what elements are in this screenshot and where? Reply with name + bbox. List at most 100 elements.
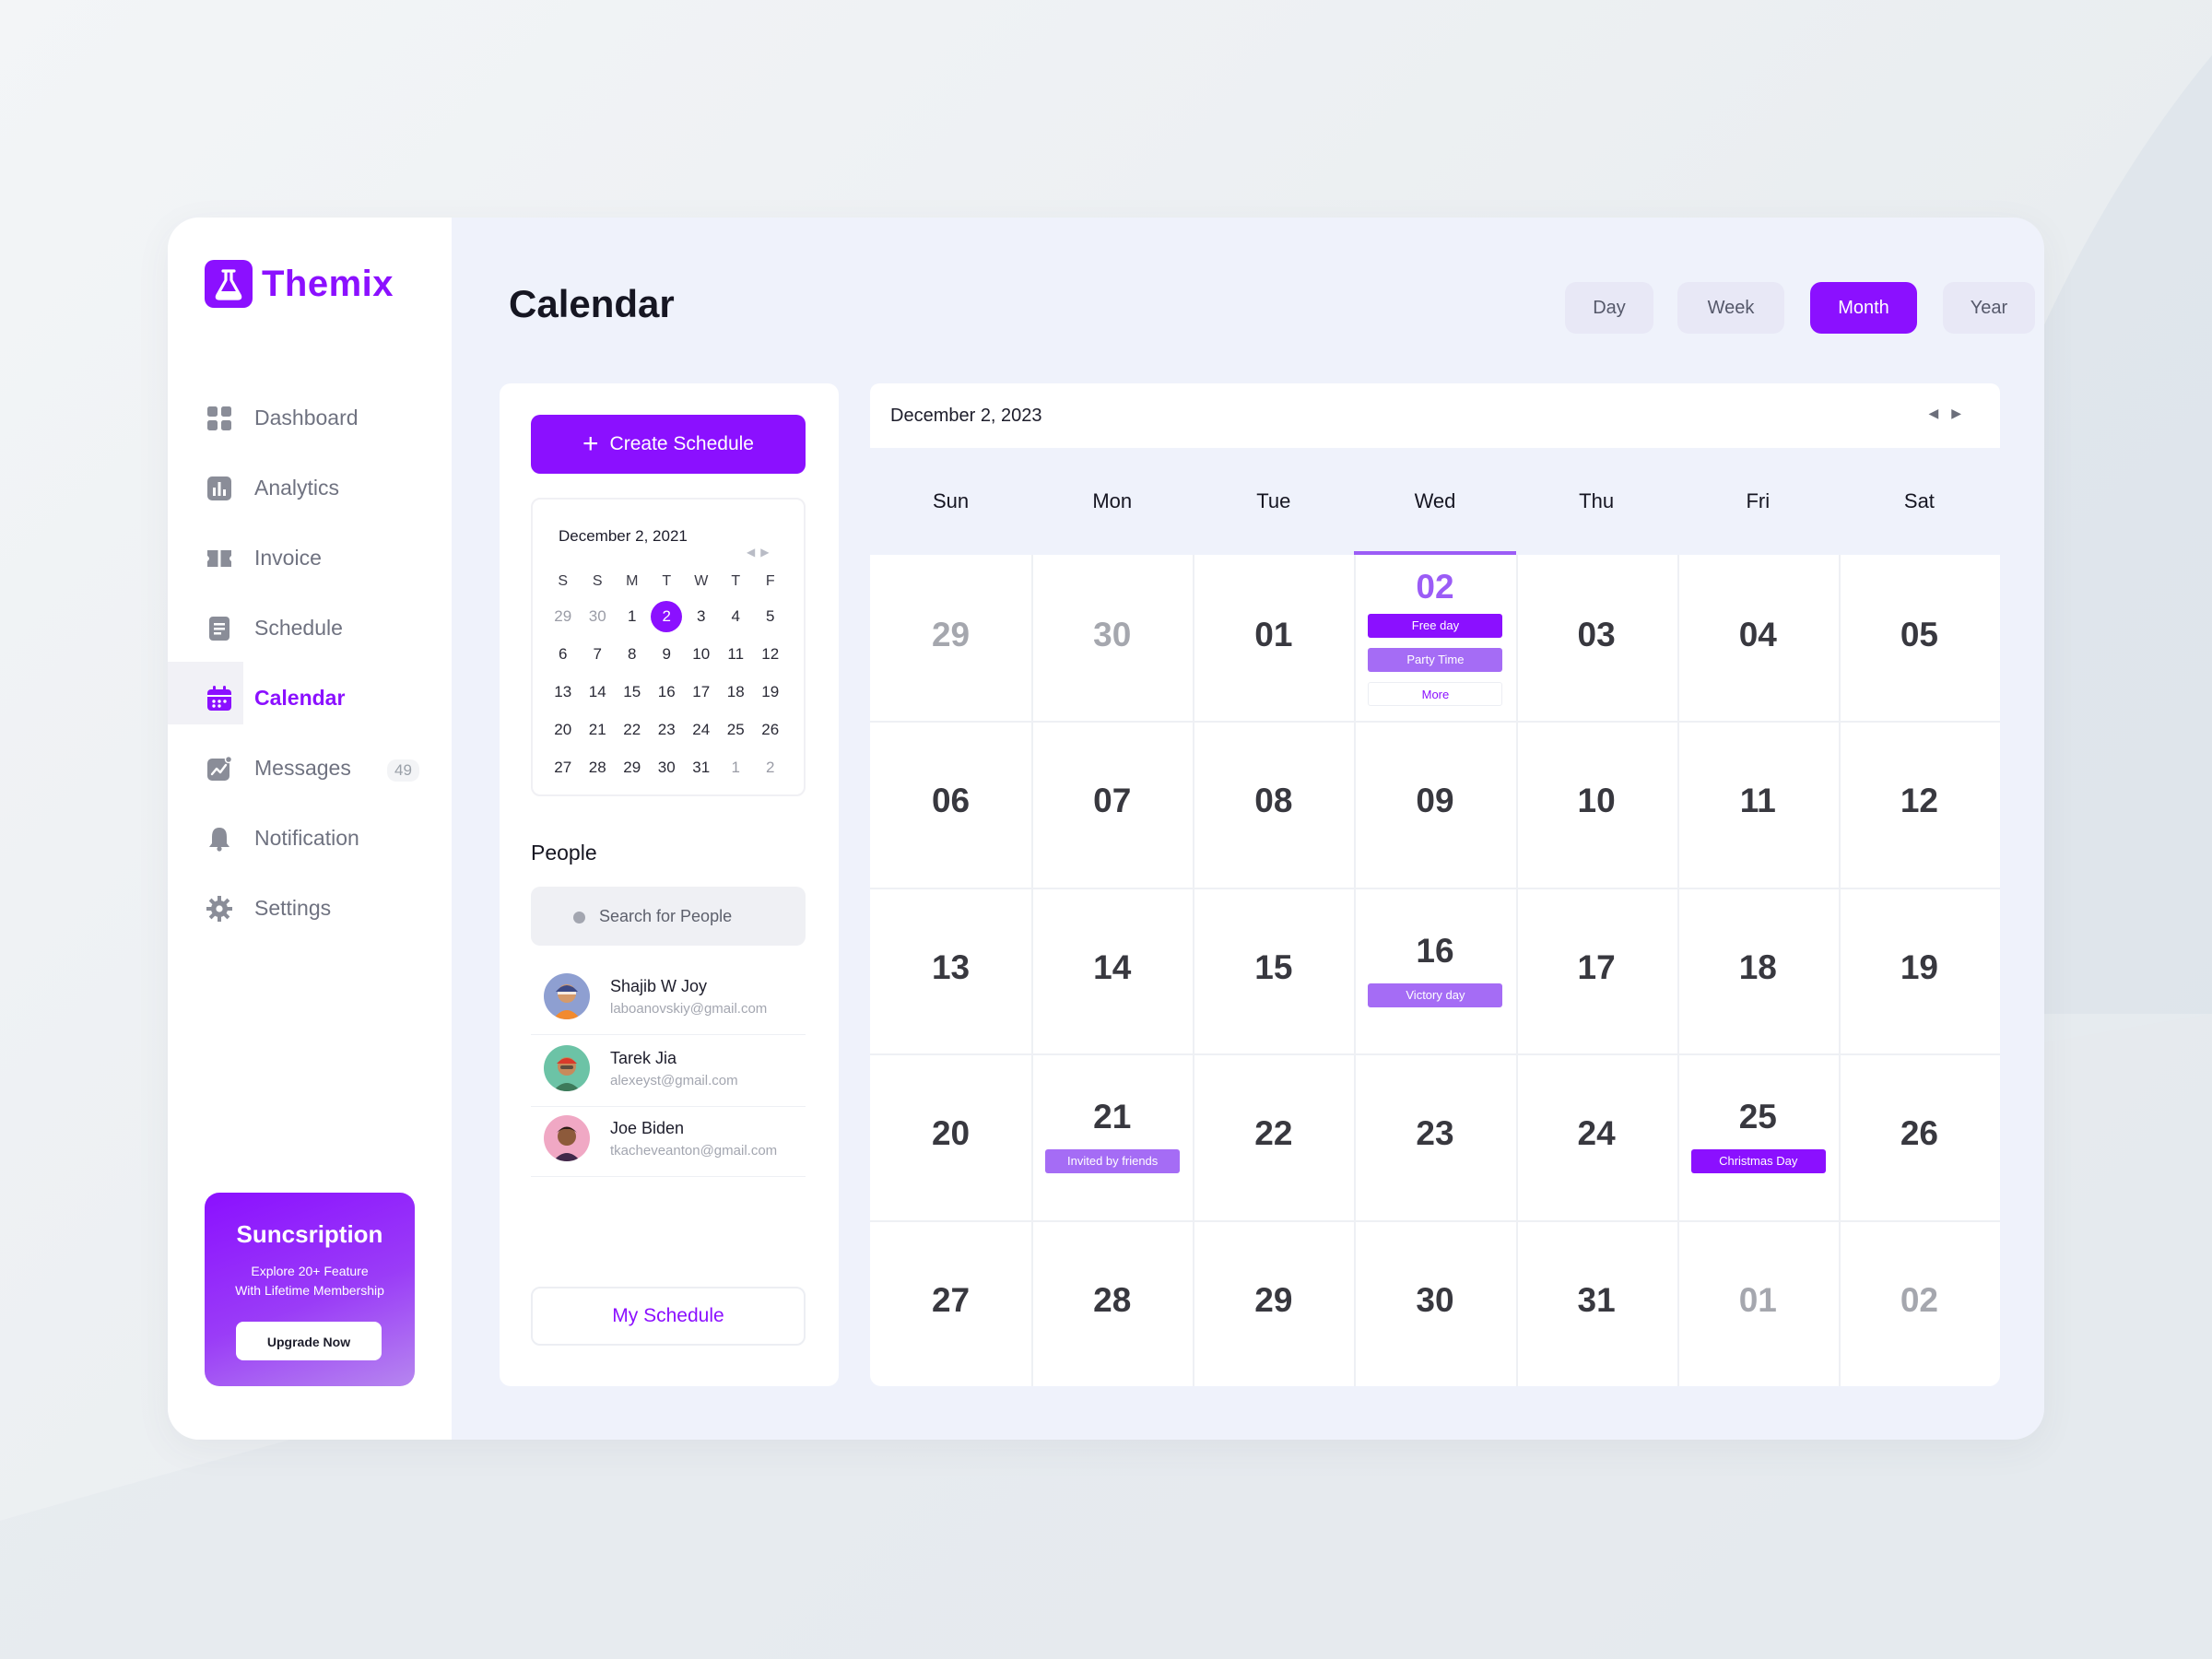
day-cell[interactable]: 01 xyxy=(1193,555,1357,724)
day-cell[interactable]: 15 xyxy=(1193,887,1357,1056)
day-cell[interactable]: 25 Christmas Day xyxy=(1677,1053,1841,1222)
sidebar-item-dashboard[interactable]: Dashboard xyxy=(168,382,452,452)
day-cell[interactable]: 29 xyxy=(870,555,1034,724)
mini-day[interactable]: 24 xyxy=(684,721,719,739)
mini-day[interactable]: 10 xyxy=(684,645,719,664)
more-events-button[interactable]: More xyxy=(1368,682,1503,706)
mini-day[interactable]: 31 xyxy=(684,759,719,777)
mini-day[interactable]: 12 xyxy=(753,645,788,664)
day-cell[interactable]: 09 xyxy=(1354,721,1518,889)
brand-logo[interactable]: Themix xyxy=(205,260,394,308)
mini-day[interactable]: 19 xyxy=(753,683,788,701)
day-cell[interactable]: 22 xyxy=(1193,1053,1357,1222)
event-chip[interactable]: Party Time xyxy=(1368,648,1503,672)
mini-day[interactable]: 17 xyxy=(684,683,719,701)
day-cell[interactable]: 26 xyxy=(1838,1053,2000,1222)
tab-day[interactable]: Day xyxy=(1565,282,1653,334)
mini-day[interactable]: 22 xyxy=(615,721,650,739)
mini-day[interactable]: 7 xyxy=(581,645,616,664)
sidebar-item-schedule[interactable]: Schedule xyxy=(168,592,452,662)
day-cell[interactable]: 02 xyxy=(1838,1219,2000,1386)
day-cell[interactable]: 08 xyxy=(1193,721,1357,889)
day-cell[interactable]: 16 Victory day xyxy=(1354,887,1518,1056)
mini-day[interactable]: 27 xyxy=(546,759,581,777)
sidebar-item-messages[interactable]: Messages 49 xyxy=(168,732,452,802)
my-schedule-button[interactable]: My Schedule xyxy=(531,1287,806,1346)
mini-day[interactable]: 9 xyxy=(650,645,685,664)
day-cell[interactable]: 04 xyxy=(1677,555,1841,724)
mini-day[interactable]: 28 xyxy=(581,759,616,777)
day-cell[interactable]: 30 xyxy=(1354,1219,1518,1386)
day-cell[interactable]: 19 xyxy=(1838,887,2000,1056)
day-cell[interactable]: 10 xyxy=(1515,721,1679,889)
mini-day[interactable]: 16 xyxy=(650,683,685,701)
day-cell[interactable]: 30 xyxy=(1031,555,1195,724)
day-cell[interactable]: 24 xyxy=(1515,1053,1679,1222)
event-chip[interactable]: Christmas Day xyxy=(1690,1149,1826,1174)
day-cell[interactable]: 31 xyxy=(1515,1219,1679,1386)
day-cell-today[interactable]: 02 Free day Party Time More xyxy=(1354,555,1518,724)
mini-day[interactable]: 14 xyxy=(581,683,616,701)
sidebar-item-invoice[interactable]: Invoice xyxy=(168,522,452,592)
day-cell[interactable]: 11 xyxy=(1677,721,1841,889)
day-cell[interactable]: 17 xyxy=(1515,887,1679,1056)
day-cell[interactable]: 18 xyxy=(1677,887,1841,1056)
event-chip[interactable]: Invited by friends xyxy=(1045,1149,1181,1174)
upgrade-now-button[interactable]: Upgrade Now xyxy=(236,1322,382,1360)
sidebar-item-calendar[interactable]: Calendar xyxy=(168,662,452,732)
mini-day[interactable]: 4 xyxy=(719,607,754,626)
people-search-input[interactable]: Search for People xyxy=(531,887,806,946)
day-cell[interactable]: 27 xyxy=(870,1219,1034,1386)
mini-day[interactable]: 30 xyxy=(581,607,616,626)
mini-day[interactable]: 1 xyxy=(719,759,754,777)
mini-day[interactable]: 26 xyxy=(753,721,788,739)
chevron-right-icon[interactable]: ▶ xyxy=(760,546,775,559)
day-cell[interactable]: 28 xyxy=(1031,1219,1195,1386)
chevron-right-icon[interactable]: ▶ xyxy=(1951,406,1974,420)
tab-year[interactable]: Year xyxy=(1943,282,2035,334)
day-cell[interactable]: 29 xyxy=(1193,1219,1357,1386)
mini-day[interactable]: 18 xyxy=(719,683,754,701)
mini-day[interactable]: 21 xyxy=(581,721,616,739)
chevron-left-icon[interactable]: ◀ xyxy=(747,546,761,559)
person-item[interactable]: Joe Biden tkacheveanton@gmail.com xyxy=(531,1106,806,1177)
person-item[interactable]: Shajib W Joy laboanovskiy@gmail.com xyxy=(531,964,806,1035)
tab-week[interactable]: Week xyxy=(1677,282,1784,334)
day-cell[interactable]: 13 xyxy=(870,887,1034,1056)
day-cell[interactable]: 21 Invited by friends xyxy=(1031,1053,1195,1222)
day-cell[interactable]: 07 xyxy=(1031,721,1195,889)
mini-day[interactable]: 2 xyxy=(753,759,788,777)
person-item[interactable]: Tarek Jia alexeyst@gmail.com xyxy=(531,1036,806,1107)
mini-day[interactable]: 1 xyxy=(615,607,650,626)
event-chip[interactable]: Free day xyxy=(1368,614,1503,638)
tab-month[interactable]: Month xyxy=(1810,282,1917,334)
day-cell[interactable]: 03 xyxy=(1515,555,1679,724)
sidebar-item-analytics[interactable]: Analytics xyxy=(168,452,452,522)
mini-day[interactable]: 25 xyxy=(719,721,754,739)
sidebar-item-settings[interactable]: Settings xyxy=(168,872,452,942)
mini-day[interactable]: 3 xyxy=(684,607,719,626)
mini-day[interactable]: 5 xyxy=(753,607,788,626)
mini-day-selected[interactable]: 2 xyxy=(650,600,685,632)
day-cell[interactable]: 06 xyxy=(870,721,1034,889)
mini-day[interactable]: 13 xyxy=(546,683,581,701)
mini-day[interactable]: 23 xyxy=(650,721,685,739)
day-cell[interactable]: 14 xyxy=(1031,887,1195,1056)
chevron-left-icon[interactable]: ◀ xyxy=(1928,406,1952,420)
mini-day[interactable]: 15 xyxy=(615,683,650,701)
day-cell[interactable]: 20 xyxy=(870,1053,1034,1222)
day-cell[interactable]: 05 xyxy=(1838,555,2000,724)
mini-day[interactable]: 20 xyxy=(546,721,581,739)
mini-day[interactable]: 8 xyxy=(615,645,650,664)
mini-day[interactable]: 29 xyxy=(546,607,581,626)
day-cell[interactable]: 23 xyxy=(1354,1053,1518,1222)
day-cell[interactable]: 12 xyxy=(1838,721,2000,889)
create-schedule-button[interactable]: + Create Schedule xyxy=(531,415,806,474)
sidebar-item-notification[interactable]: Notification xyxy=(168,802,452,872)
event-chip[interactable]: Victory day xyxy=(1368,982,1503,1007)
mini-day[interactable]: 29 xyxy=(615,759,650,777)
mini-day[interactable]: 6 xyxy=(546,645,581,664)
mini-day[interactable]: 30 xyxy=(650,759,685,777)
day-cell[interactable]: 01 xyxy=(1677,1219,1841,1386)
mini-day[interactable]: 11 xyxy=(719,645,754,664)
